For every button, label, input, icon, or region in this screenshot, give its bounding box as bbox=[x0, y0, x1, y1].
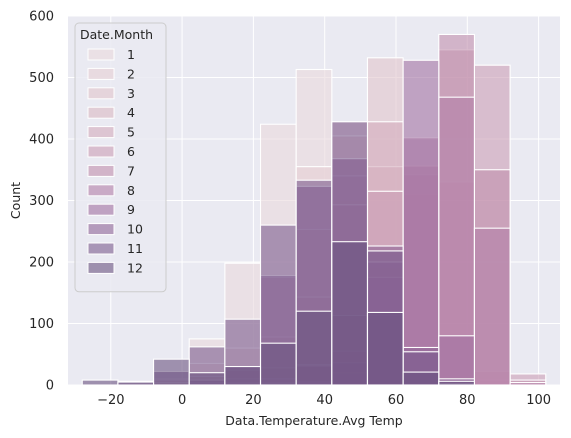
legend-swatch-month-12 bbox=[87, 261, 115, 274]
legend-swatch-month-2 bbox=[87, 67, 115, 80]
x-tick-labels: −20 0 20 40 60 80 100 bbox=[97, 393, 551, 408]
legend-swatch-month-4 bbox=[87, 106, 115, 119]
legend-swatch-month-11 bbox=[87, 242, 115, 255]
y-tick-label: 100 bbox=[29, 317, 54, 332]
legend-swatch-month-10 bbox=[87, 223, 115, 236]
x-tick-label: 20 bbox=[245, 393, 262, 408]
histogram-bar-month-12 bbox=[117, 381, 155, 386]
legend-label-month-1: 1 bbox=[127, 47, 135, 62]
y-tick-label: 0 bbox=[46, 379, 54, 394]
histogram-bar-month-12 bbox=[366, 311, 404, 386]
legend-swatch-month-3 bbox=[87, 87, 115, 100]
histogram-bar-month-12 bbox=[81, 379, 119, 386]
y-tick-label: 200 bbox=[29, 256, 54, 271]
legend-title: Date.Month bbox=[80, 27, 153, 42]
y-tick-label: 400 bbox=[29, 133, 54, 148]
histogram-bars bbox=[81, 33, 547, 386]
legend-swatch-month-6 bbox=[87, 145, 115, 158]
histogram-bar-month-12 bbox=[259, 342, 297, 386]
histogram-bar-month-9 bbox=[438, 335, 475, 386]
y-axis-label: Count bbox=[8, 182, 23, 219]
histogram-bar-month-12 bbox=[438, 380, 475, 386]
y-tick-labels: 0 100 200 300 400 500 600 bbox=[29, 10, 54, 394]
y-tick-label: 500 bbox=[29, 71, 54, 86]
histogram-bar-month-12 bbox=[224, 365, 262, 386]
legend-label-month-2: 2 bbox=[127, 66, 135, 81]
histogram-bar-month-12 bbox=[188, 372, 226, 386]
legend-label-month-4: 4 bbox=[127, 105, 135, 120]
histogram-bar-month-8 bbox=[473, 227, 511, 386]
legend-label-month-8: 8 bbox=[127, 183, 135, 198]
x-tick-label: 60 bbox=[388, 393, 405, 408]
y-tick-label: 300 bbox=[29, 194, 54, 209]
y-tick-label: 600 bbox=[29, 10, 54, 25]
x-tick-label: 100 bbox=[526, 393, 551, 408]
legend-swatch-month-5 bbox=[87, 126, 115, 139]
histogram-bar-month-9 bbox=[402, 59, 440, 386]
histogram-bar-month-12 bbox=[402, 371, 440, 386]
legend-swatch-month-9 bbox=[87, 203, 115, 216]
legend-label-month-10: 10 bbox=[127, 222, 143, 237]
legend-swatch-month-8 bbox=[87, 184, 115, 197]
legend-label-month-6: 6 bbox=[127, 144, 135, 159]
x-tick-label: 40 bbox=[316, 393, 333, 408]
legend-label-month-11: 11 bbox=[127, 241, 143, 256]
x-tick-label: −20 bbox=[97, 393, 124, 408]
x-tick-label: 0 bbox=[178, 393, 186, 408]
x-axis-label: Data.Temperature.Avg Temp bbox=[225, 413, 402, 428]
histogram-bar-month-12 bbox=[331, 241, 369, 386]
legend-swatch-month-7 bbox=[87, 164, 115, 177]
legend-label-month-9: 9 bbox=[127, 202, 135, 217]
legend-label-month-7: 7 bbox=[127, 163, 135, 178]
legend-label-month-12: 12 bbox=[127, 260, 143, 275]
x-tick-label: 80 bbox=[459, 393, 476, 408]
legend-label-month-5: 5 bbox=[127, 125, 135, 140]
legend-swatch-month-1 bbox=[87, 48, 115, 61]
histogram-bar-month-8 bbox=[509, 381, 547, 386]
legend-label-month-3: 3 bbox=[127, 86, 135, 101]
histogram-bar-month-12 bbox=[153, 358, 190, 386]
histogram-bar-month-12 bbox=[295, 310, 333, 386]
